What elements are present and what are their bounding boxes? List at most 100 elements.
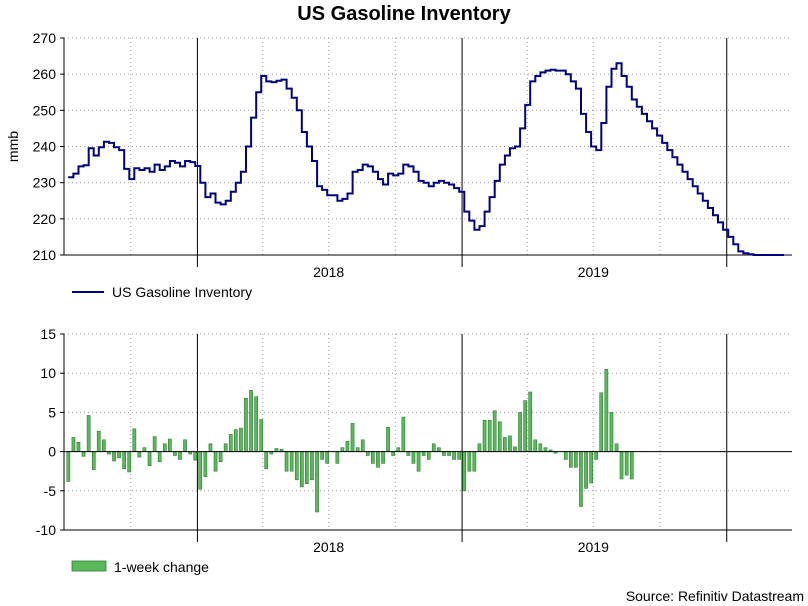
- bar: [239, 427, 243, 452]
- bar: [589, 451, 593, 484]
- data-point: [458, 191, 460, 193]
- data-point: [108, 142, 110, 144]
- bar: [244, 397, 248, 452]
- bar: [350, 423, 355, 452]
- bar: [234, 429, 238, 452]
- data-point: [128, 178, 130, 180]
- data-point: [265, 80, 267, 82]
- data-point: [489, 196, 491, 198]
- data-point: [260, 75, 262, 77]
- bar: [86, 415, 91, 452]
- x-tick-label: 2019: [578, 539, 609, 555]
- bar: [203, 451, 208, 478]
- bar: [381, 451, 385, 464]
- y-tick-label: 15: [40, 326, 56, 342]
- data-point: [438, 180, 440, 182]
- y-tick-label: 250: [33, 102, 57, 118]
- data-point: [758, 254, 760, 256]
- data-point: [148, 171, 151, 173]
- data-point: [220, 203, 222, 205]
- data-point: [93, 154, 95, 157]
- data-point: [478, 225, 481, 227]
- data-point: [615, 62, 618, 64]
- data-point: [433, 182, 435, 184]
- data-point: [641, 113, 643, 115]
- bar: [411, 451, 416, 464]
- y-tick-label: 5: [48, 404, 56, 420]
- bar: [178, 451, 182, 460]
- y-tick-label: 270: [33, 30, 57, 46]
- data-point: [428, 185, 430, 187]
- data-point: [697, 192, 699, 195]
- data-point: [174, 162, 176, 164]
- data-point: [306, 145, 308, 148]
- data-point: [199, 182, 201, 184]
- data-point: [752, 254, 755, 256]
- data-point: [544, 69, 547, 72]
- data-point: [580, 113, 582, 115]
- bar: [523, 400, 527, 452]
- data-point: [402, 163, 404, 166]
- bar: [193, 451, 198, 461]
- data-point: [590, 145, 592, 148]
- bar: [142, 447, 147, 452]
- data-point: [610, 68, 613, 70]
- data-point: [681, 171, 684, 173]
- data-point: [184, 160, 186, 162]
- bar: [168, 438, 172, 452]
- data-point: [412, 171, 415, 173]
- data-point: [296, 109, 298, 111]
- data-point: [600, 122, 602, 124]
- bar: [122, 451, 126, 470]
- data-point: [98, 146, 100, 148]
- data-point: [138, 169, 141, 171]
- y-tick-label: 230: [33, 175, 57, 191]
- data-point: [636, 106, 638, 108]
- data-point: [179, 165, 181, 167]
- bar: [365, 451, 370, 456]
- data-point: [346, 192, 349, 195]
- x-tick-label: 2019: [578, 264, 609, 280]
- data-point: [250, 116, 252, 119]
- data-point: [763, 254, 765, 256]
- data-point: [661, 142, 663, 144]
- data-point: [387, 173, 389, 175]
- data-point: [626, 86, 628, 88]
- bar: [259, 419, 264, 452]
- bar: [599, 392, 604, 452]
- data-point: [133, 167, 135, 169]
- data-point: [311, 160, 313, 162]
- data-point: [407, 165, 410, 167]
- bar: [604, 368, 609, 452]
- data-point: [123, 168, 125, 170]
- bar: [152, 436, 157, 452]
- bar: [228, 434, 233, 452]
- bar: [396, 447, 401, 452]
- data-point: [585, 131, 587, 133]
- bar: [508, 435, 512, 452]
- legend-label: US Gasoline Inventory: [112, 284, 252, 300]
- y-tick-label: 210: [33, 247, 57, 263]
- data-point: [509, 147, 511, 149]
- bar: [386, 426, 390, 452]
- bar: [482, 419, 487, 452]
- bar: [249, 390, 253, 452]
- bar-chart: -10-50510152018201920201-week change: [36, 326, 792, 575]
- data-point: [159, 169, 161, 171]
- data-point: [504, 154, 506, 157]
- bar: [132, 428, 137, 452]
- bar: [147, 451, 152, 467]
- data-point: [351, 171, 354, 173]
- legend-swatch-bar: [71, 560, 107, 572]
- bar: [436, 447, 441, 452]
- bar: [370, 451, 375, 464]
- data-point: [72, 173, 75, 175]
- y-tick-label: 0: [48, 444, 56, 460]
- data-point: [225, 200, 227, 202]
- data-point: [321, 189, 323, 191]
- bar: [304, 451, 309, 485]
- bar: [66, 451, 71, 482]
- data-point: [463, 211, 465, 213]
- data-point: [773, 254, 775, 256]
